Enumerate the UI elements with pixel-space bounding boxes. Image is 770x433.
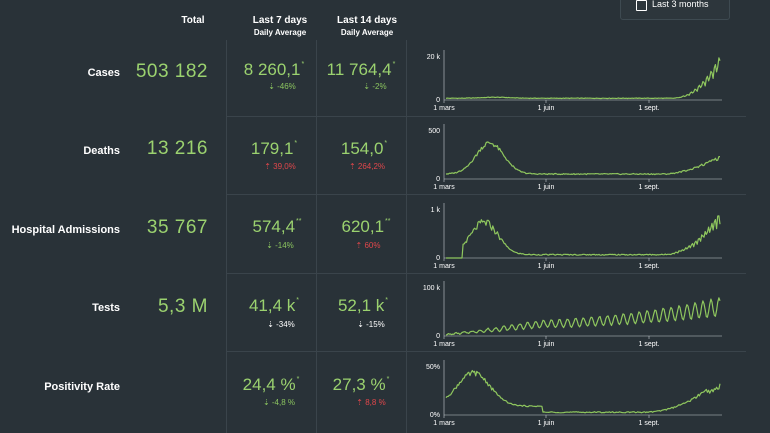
x-tick-label: 1 juin bbox=[538, 420, 555, 427]
last-3-months-toggle[interactable]: Last 3 months bbox=[620, 0, 730, 20]
toggle-label: Last 3 months bbox=[652, 0, 709, 9]
y-tick-label: 100 k bbox=[423, 285, 441, 292]
total-tests: 5,3 M bbox=[157, 296, 208, 317]
header-last-14-days: Last 14 days Daily Average bbox=[336, 15, 398, 37]
row-label-hospital-admissions: Hospital Admissions bbox=[11, 224, 120, 236]
x-tick-label: 1 sept. bbox=[638, 263, 659, 270]
chg7-positivity-rate: ⇣ -4,8 % bbox=[262, 398, 296, 407]
series-line bbox=[445, 141, 720, 176]
header-last-7-days: Last 7 days Daily Average bbox=[252, 15, 308, 37]
row-divider bbox=[226, 351, 746, 352]
series-line bbox=[445, 57, 721, 100]
row-label-cases: Cases bbox=[87, 67, 120, 79]
chart-cases: 0 20 k 1 mars 1 juin 1 sept. bbox=[427, 50, 722, 112]
x-tick-label: 1 sept. bbox=[638, 341, 659, 348]
x-tick-label: 1 mars bbox=[433, 341, 455, 348]
chg14-tests: ⇣ -15% bbox=[357, 320, 385, 329]
column-divider bbox=[226, 40, 227, 433]
sparkline-charts: 0 20 k 1 mars 1 juin 1 sept. 0 500 1 mars 1 juin… bbox=[423, 50, 722, 427]
x-tick-label: 1 sept. bbox=[638, 184, 659, 191]
avg7-tests: 41,4 k* bbox=[248, 296, 300, 315]
total-hospital-admissions: 35 767 bbox=[146, 217, 208, 238]
avg14-hospital-admissions: 620,1** bbox=[341, 217, 391, 236]
row-label-deaths: Deaths bbox=[83, 145, 120, 157]
y-tick-label: 50% bbox=[426, 364, 440, 371]
row-label-positivity-rate: Positivity Rate bbox=[44, 381, 120, 393]
x-tick-label: 1 juin bbox=[538, 341, 555, 348]
x-tick-label: 1 mars bbox=[433, 420, 455, 427]
y-tick-label: 0 bbox=[436, 255, 440, 262]
y-tick-label: 0% bbox=[430, 412, 440, 419]
total-deaths: 13 216 bbox=[146, 138, 208, 159]
row-divider bbox=[226, 194, 746, 195]
chg14-hospital-admissions: ⇡ 60% bbox=[355, 241, 381, 250]
row-divider bbox=[226, 273, 746, 274]
chg14-cases: ⇣ -2% bbox=[363, 82, 387, 91]
header-total: Total bbox=[181, 15, 205, 26]
chart-positivity: 0% 50% 1 mars 1 juin 1 sept. bbox=[426, 360, 722, 427]
x-tick-label: 1 sept. bbox=[638, 105, 659, 112]
chg7-hospital-admissions: ⇣ -14% bbox=[266, 241, 294, 250]
y-tick-label: 0 bbox=[436, 97, 440, 104]
series-line bbox=[445, 369, 721, 414]
chart-tests: 0 100 k 1 mars 1 juin 1 sept. bbox=[423, 281, 722, 348]
row-label-tests: Tests bbox=[92, 302, 120, 314]
avg14-tests: 52,1 k* bbox=[337, 296, 389, 315]
x-tick-label: 1 sept. bbox=[638, 420, 659, 427]
x-tick-label: 1 mars bbox=[433, 263, 455, 270]
chg7-cases: ⇣ -46% bbox=[268, 82, 296, 91]
x-tick-label: 1 juin bbox=[538, 184, 555, 191]
x-tick-label: 1 mars bbox=[433, 184, 455, 191]
chg14-positivity-rate: ⇡ 8,8 % bbox=[356, 398, 386, 407]
x-tick-label: 1 mars bbox=[433, 105, 455, 112]
total-cases: 503 182 bbox=[135, 61, 208, 82]
avg7-deaths: 179,1* bbox=[250, 139, 298, 158]
chart-hospital: 0 1 k 1 mars 1 juin 1 sept. bbox=[431, 203, 722, 270]
y-tick-label: 20 k bbox=[427, 54, 441, 61]
avg14-positivity-rate: 27,3 %* bbox=[332, 375, 390, 394]
column-divider bbox=[406, 40, 407, 433]
y-tick-label: 0 bbox=[436, 176, 440, 183]
column-divider bbox=[316, 40, 317, 433]
series-line bbox=[445, 297, 721, 336]
y-tick-label: 1 k bbox=[431, 207, 441, 214]
avg14-cases: 11 764,4* bbox=[326, 60, 396, 79]
avg7-cases: 8 260,1* bbox=[243, 60, 305, 79]
avg14-deaths: 154,0* bbox=[340, 139, 388, 158]
checkbox-icon[interactable] bbox=[636, 0, 647, 11]
series-line bbox=[446, 215, 721, 259]
chg7-deaths: ⇡ 39,0% bbox=[264, 162, 296, 171]
y-tick-label: 0 bbox=[436, 333, 440, 340]
x-tick-label: 1 juin bbox=[538, 105, 555, 112]
y-tick-label: 500 bbox=[428, 128, 440, 135]
chg14-deaths: ⇡ 264,2% bbox=[348, 162, 386, 171]
row-divider bbox=[226, 116, 746, 117]
chart-deaths: 0 500 1 mars 1 juin 1 sept. bbox=[428, 124, 722, 191]
avg7-hospital-admissions: 574,4** bbox=[252, 217, 302, 236]
x-tick-label: 1 juin bbox=[538, 263, 555, 270]
avg7-positivity-rate: 24,4 %* bbox=[242, 375, 300, 394]
chg7-tests: ⇣ -34% bbox=[267, 320, 295, 329]
